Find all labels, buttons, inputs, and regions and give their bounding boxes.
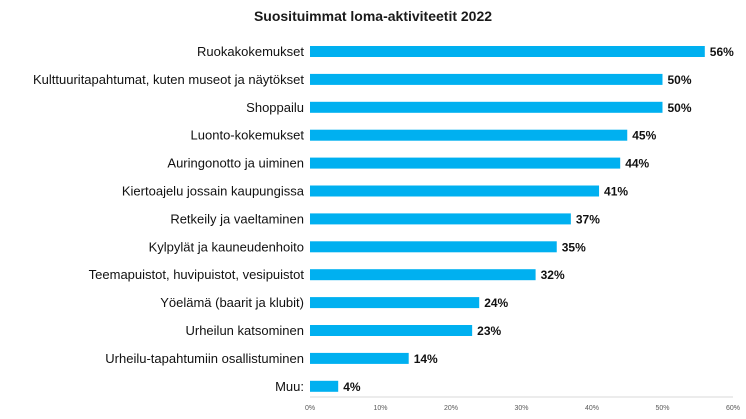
data-label: 23% bbox=[477, 324, 501, 338]
data-label: 50% bbox=[668, 101, 692, 115]
data-label: 14% bbox=[414, 352, 438, 366]
data-label: 24% bbox=[484, 296, 508, 310]
bar bbox=[310, 185, 600, 197]
category-label: Ruokakokemukset bbox=[197, 44, 304, 59]
bar bbox=[310, 325, 473, 336]
x-axis-ticks: 0% 10% 20% 30% 40% 50% 60% bbox=[305, 405, 740, 412]
x-tick-label: 40% bbox=[585, 405, 599, 412]
data-label: 41% bbox=[604, 185, 628, 199]
bar bbox=[310, 380, 339, 392]
category-label: Auringonotto ja uiminen bbox=[167, 156, 304, 171]
data-label: 4% bbox=[343, 380, 361, 394]
data-label: 45% bbox=[632, 129, 656, 143]
bar bbox=[310, 269, 536, 281]
bar bbox=[310, 297, 480, 309]
category-label: Kiertoajelu jossain kaupungissa bbox=[122, 184, 305, 199]
bar bbox=[310, 213, 571, 225]
category-label: Urheilu-tapahtumiin osallistuminen bbox=[105, 351, 304, 366]
category-label: Teemapuistot, huvipuistot, vesipuistot bbox=[89, 267, 305, 282]
bar bbox=[310, 101, 663, 113]
category-label: Shoppailu bbox=[246, 100, 304, 115]
data-label: 50% bbox=[668, 73, 692, 87]
bars-layer: Ruokakokemukset 56% Kulttuuritapahtumat, k… bbox=[33, 44, 734, 394]
category-label: Retkeily ja vaeltaminen bbox=[170, 211, 304, 226]
data-label: 35% bbox=[562, 240, 586, 254]
bar bbox=[310, 157, 621, 169]
data-label: 37% bbox=[576, 212, 600, 226]
bar bbox=[310, 73, 663, 85]
chart-title: Suosituimmat loma-aktiviteetit 2022 bbox=[253, 8, 493, 24]
category-label: Muu: bbox=[275, 379, 304, 394]
category-label: Luonto-kokemukset bbox=[191, 128, 305, 143]
category-label: Urheilun katsominen bbox=[185, 323, 304, 338]
data-label: 56% bbox=[710, 45, 734, 59]
bar bbox=[310, 46, 705, 57]
x-tick-label: 0% bbox=[305, 405, 315, 412]
bar bbox=[310, 129, 628, 141]
x-tick-label: 20% bbox=[444, 405, 458, 412]
bar bbox=[310, 241, 557, 253]
category-label: Yöelämä (baarit ja klubit) bbox=[160, 295, 304, 310]
x-tick-label: 10% bbox=[373, 405, 387, 412]
x-tick-label: 50% bbox=[655, 405, 669, 412]
bar bbox=[310, 352, 409, 364]
x-tick-label: 60% bbox=[726, 405, 740, 412]
data-label: 32% bbox=[541, 268, 565, 282]
data-label: 44% bbox=[625, 157, 649, 171]
x-tick-label: 30% bbox=[514, 405, 528, 412]
category-label: Kylpylät ja kauneudenhoito bbox=[149, 239, 304, 254]
category-label: Kulttuuritapahtumat, kuten museot ja näy… bbox=[33, 72, 304, 87]
